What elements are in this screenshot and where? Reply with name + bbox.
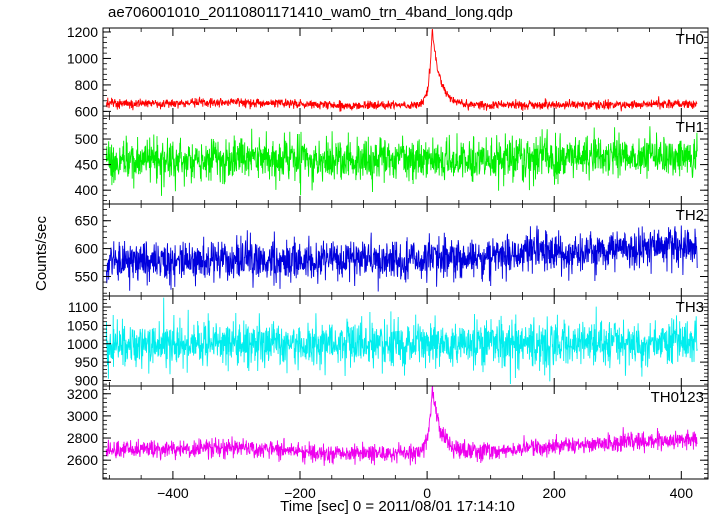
- series-line-th0123: [105, 386, 698, 466]
- panel-label-th2: TH2: [676, 207, 704, 224]
- y-tick-label: 400: [75, 182, 99, 198]
- y-tick-label: 1000: [67, 336, 98, 352]
- y-tick-label: 500: [75, 131, 99, 147]
- y-tick-label: 1200: [67, 24, 98, 40]
- y-tick-label: 1050: [67, 317, 98, 333]
- y-tick-label: 2800: [67, 430, 98, 446]
- panel-label-th0123: TH0123: [651, 389, 704, 406]
- x-tick-label: −200: [284, 485, 316, 501]
- series-line-th1: [105, 126, 698, 196]
- series-line-th0: [105, 29, 698, 112]
- y-tick-label: 1000: [67, 50, 98, 66]
- panel-label-th3: TH3: [676, 299, 704, 316]
- y-tick-label: 600: [75, 241, 99, 257]
- panel-th0123: 2600 2800 3000 3200 TH0123: [67, 385, 709, 480]
- y-tick-label: 450: [75, 157, 99, 173]
- y-tick-label: 600: [75, 103, 99, 119]
- y-tick-label: 3000: [67, 408, 98, 424]
- x-tick-label: 200: [543, 485, 567, 501]
- x-tick-label: 0: [423, 485, 431, 501]
- x-axis-label: Time [sec] 0 = 2011/08/01 17:14:10: [280, 498, 515, 515]
- panel-label-th0: TH0: [676, 31, 704, 48]
- panel-frame-th0123: [102, 385, 709, 480]
- y-tick-label: 3200: [67, 386, 98, 402]
- panel-label-th1: TH1: [676, 119, 704, 136]
- y-tick-label: 800: [75, 77, 99, 93]
- x-tick-label: −400: [157, 485, 189, 501]
- y-tick-label: 650: [75, 213, 99, 229]
- y-tick-label: 950: [75, 354, 99, 370]
- y-tick-label: 2600: [67, 452, 98, 468]
- y-tick-label: 1100: [68, 299, 98, 315]
- x-tick-label: 400: [670, 485, 694, 501]
- panel-th2: 550 600 650 TH2: [75, 203, 709, 297]
- y-axis-label: Counts/sec: [33, 215, 50, 291]
- panel-th1: 400 450 500 TH1: [75, 115, 709, 205]
- panel-th0: 600 800 1000 1200 TH0: [67, 24, 709, 119]
- chart-title: ae706001010_20110801171410_wam0_trn_4ban…: [108, 4, 513, 21]
- y-tick-label: 550: [75, 268, 99, 284]
- panel-th3: 900 950 1000 1050 1100 TH3: [67, 295, 709, 388]
- series-line-th2: [105, 225, 698, 292]
- y-tick-label: 900: [75, 372, 99, 388]
- series-line-th3: [105, 297, 698, 385]
